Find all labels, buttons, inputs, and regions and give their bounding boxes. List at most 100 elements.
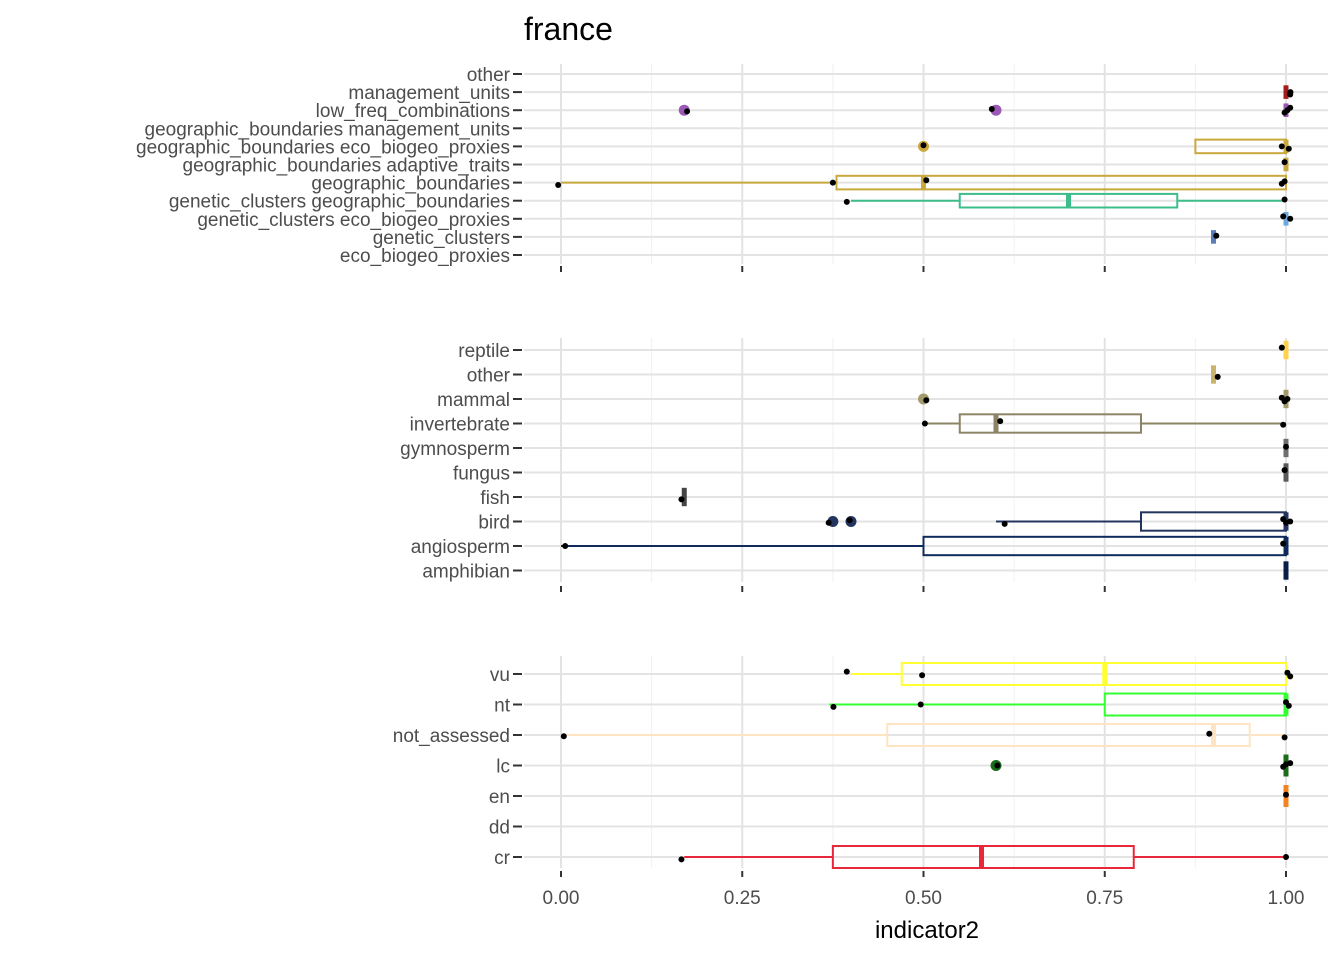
category-label: genetic_clusters geographic_boundaries <box>169 192 510 213</box>
category-other: other <box>467 65 1328 86</box>
data-point <box>843 198 850 205</box>
category-other: other <box>467 365 1328 387</box>
x-tick-label: 0.25 <box>724 888 761 909</box>
category-label: geographic_boundaries adaptive_traits <box>183 156 510 177</box>
data-point <box>1283 519 1289 526</box>
data-point <box>555 182 562 188</box>
data-point <box>1281 178 1288 185</box>
x-tick-label: 1.00 <box>1268 888 1305 909</box>
category-label: cr <box>494 848 511 869</box>
category-fungus: fungus <box>453 463 1328 485</box>
data-point <box>1278 143 1285 150</box>
category-cr: cr <box>494 845 1328 869</box>
category-mammal: mammal <box>437 389 1328 411</box>
data-point <box>1278 344 1285 351</box>
category-genetic-clusters-eco-biogeo-proxies: genetic_clusters eco_biogeo_proxies <box>197 210 1328 231</box>
category-nt: nt <box>494 692 1328 717</box>
category-label: reptile <box>458 341 510 362</box>
data-point <box>923 397 930 404</box>
data-point <box>562 543 569 549</box>
data-point <box>917 701 924 708</box>
category-lc: lc <box>496 754 1328 778</box>
chart-panels: othermanagement_unitslow_freq_combinatio… <box>136 64 1328 869</box>
data-point <box>1283 443 1289 450</box>
category-label: angiosperm <box>411 537 510 558</box>
category-label: vu <box>490 665 510 686</box>
category-label: other <box>467 366 511 387</box>
data-point <box>684 108 691 115</box>
category-genetic-clusters: genetic_clusters <box>373 228 1328 249</box>
x-axis-title: indicator2 <box>875 917 979 944</box>
category-label: fish <box>480 488 510 509</box>
category-label: genetic_clusters eco_biogeo_proxies <box>197 210 510 231</box>
data-point <box>988 106 995 112</box>
x-tick-label: 0.00 <box>543 888 580 909</box>
data-point <box>1214 373 1221 380</box>
category-bird: bird <box>478 511 1328 534</box>
category-label: dd <box>489 818 510 839</box>
category-geographic-boundaries-management-units: geographic_boundaries management_units <box>145 119 1328 140</box>
data-point <box>1287 104 1294 111</box>
data-point <box>678 496 685 503</box>
category-low-freq-combinations: low_freq_combinations <box>316 101 1328 122</box>
data-point <box>1284 396 1291 402</box>
data-point <box>1287 215 1294 222</box>
box <box>886 723 1251 747</box>
data-point <box>997 418 1004 425</box>
category-eco-biogeo-proxies: eco_biogeo_proxies <box>340 246 1328 267</box>
category-geographic-boundaries: geographic_boundaries <box>311 174 1328 195</box>
category-label: gymnosperm <box>400 439 510 460</box>
chart-title: france <box>524 11 613 47</box>
data-point <box>843 668 850 675</box>
x-axis: 0.00 0.25 0.50 0.75 1.00 <box>543 871 1305 909</box>
category-genetic-clusters-geographic-boundaries: genetic_clusters geographic_boundaries <box>169 192 1328 213</box>
category-label: bird <box>478 513 510 534</box>
data-point <box>1281 159 1288 166</box>
category-label: en <box>489 787 510 808</box>
data-point <box>920 142 927 149</box>
category-label: genetic_clusters <box>373 228 510 249</box>
data-point <box>1283 791 1289 798</box>
data-point <box>1281 196 1288 203</box>
data-point <box>921 420 928 427</box>
data-point <box>1206 730 1213 737</box>
data-point <box>678 856 685 863</box>
data-point <box>846 517 853 524</box>
category-gymnosperm: gymnosperm <box>400 438 1328 460</box>
category-label: geographic_boundaries management_units <box>145 119 510 140</box>
data-point <box>1285 145 1292 152</box>
data-point <box>1280 540 1287 547</box>
data-point <box>829 179 836 186</box>
category-label: amphibian <box>422 562 510 583</box>
category-label: nt <box>494 696 511 717</box>
category-label: geographic_boundaries <box>311 174 510 195</box>
category-label: fungus <box>453 464 510 485</box>
category-label: low_freq_combinations <box>316 101 510 122</box>
category-geographic-boundaries-eco-biogeo-proxies: geographic_boundaries eco_biogeo_proxies <box>136 137 1328 158</box>
category-label: management_units <box>348 83 510 104</box>
category-invertebrate: invertebrate <box>410 413 1328 436</box>
panel-2: reptile other mammal invertebrate gymnosperm… <box>400 338 1328 592</box>
data-point <box>830 703 837 710</box>
data-point <box>1283 854 1289 860</box>
category-label: mammal <box>437 390 510 411</box>
data-point <box>919 672 926 679</box>
category-label: invertebrate <box>410 415 510 436</box>
data-point <box>1287 673 1294 680</box>
category-label: not_assessed <box>393 726 510 747</box>
data-point <box>994 762 1001 769</box>
category-fish: fish <box>480 487 1328 509</box>
data-point <box>1001 520 1008 527</box>
category-reptile: reptile <box>458 340 1328 362</box>
panel-1: othermanagement_unitslow_freq_combinatio… <box>136 64 1328 272</box>
data-point <box>1281 734 1288 741</box>
category-management-units: management_units <box>348 83 1328 104</box>
box <box>958 413 1142 434</box>
data-point <box>1281 467 1288 474</box>
category-dd: dd <box>489 818 1328 839</box>
data-point <box>923 177 930 184</box>
data-point <box>1287 89 1294 96</box>
category-label: other <box>467 65 511 86</box>
data-point <box>1283 761 1289 768</box>
